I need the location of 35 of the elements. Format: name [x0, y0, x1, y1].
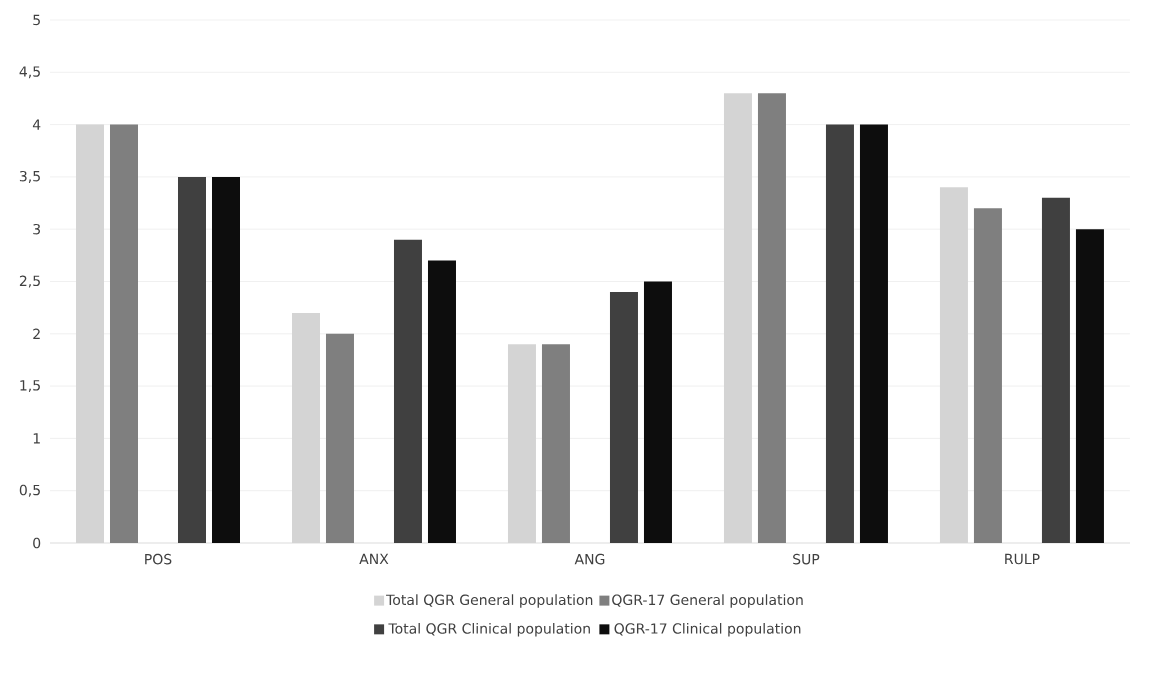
bar: [973, 208, 1002, 543]
legend-label: QGR-17 General population: [612, 594, 803, 608]
bar: [1041, 197, 1070, 543]
bar: [609, 291, 638, 543]
bar: [1075, 229, 1104, 543]
bar: [825, 124, 854, 543]
bar: [110, 124, 138, 543]
y-tick-label: 0: [33, 537, 41, 549]
bar: [859, 124, 888, 543]
y-tick-label: 4: [32, 119, 41, 130]
bar: [643, 281, 672, 543]
bar: [541, 344, 570, 543]
x-tick-label: ANG: [574, 553, 605, 565]
y-tick-label: 2,5: [19, 275, 40, 288]
y-tick-label: 4,5: [19, 66, 40, 79]
legend-label: Total QGR Clinical population: [388, 622, 590, 637]
legend-label: QGR-17 Clinical population: [614, 622, 801, 637]
bar: [427, 260, 456, 543]
bar: [325, 333, 354, 543]
x-tick-label: SUP: [793, 553, 820, 565]
y-tick-label: 1,5: [20, 380, 40, 393]
bar: [757, 93, 786, 543]
x-tick-label: POS: [145, 553, 172, 565]
y-tick-label: 5: [33, 14, 40, 26]
x-tick-label: RULP: [1005, 553, 1040, 565]
y-tick-label: 2: [33, 328, 40, 339]
bar: [212, 176, 240, 543]
x-tick-label: ANX: [359, 553, 389, 565]
y-tick-label: 0,5: [19, 484, 40, 497]
bar: [178, 176, 206, 543]
y-tick-label: 3,5: [19, 170, 40, 183]
legend-label: Total QGR General population: [386, 594, 593, 608]
y-tick-label: 1: [33, 433, 40, 444]
bar: [393, 239, 422, 543]
y-tick-label: 3: [33, 223, 41, 235]
